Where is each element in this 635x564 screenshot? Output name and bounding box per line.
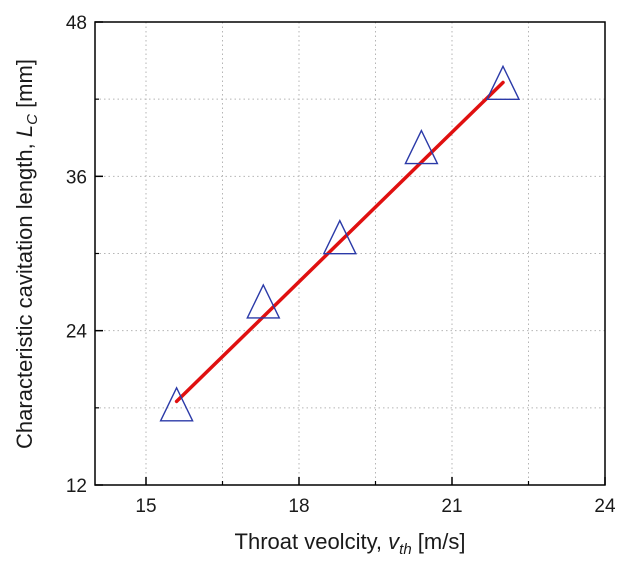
y-axis-title: Characteristic cavitation length, LC [mm…: [12, 59, 41, 449]
x-axis-title: Throat veolcity, vth [m/s]: [235, 529, 466, 558]
data-point-triangle: [404, 129, 439, 165]
x-tick-label: 21: [441, 496, 462, 517]
x-tick-labels: 15 18 21 24: [135, 496, 616, 517]
fit-line: [174, 80, 505, 404]
data-point-triangle: [246, 283, 281, 319]
y-tick-label: 36: [66, 167, 87, 188]
data-point-triangle: [322, 219, 357, 255]
y-tick-labels: 12 24 36 48: [66, 13, 88, 497]
y-tick-label: 12: [66, 476, 87, 497]
y-tick-label: 48: [66, 13, 87, 34]
data-points: [159, 64, 521, 422]
x-tick-label: 24: [594, 496, 616, 517]
x-tick-label: 15: [135, 496, 156, 517]
fit-line-layer: [174, 80, 505, 404]
axis-ticks: [95, 21, 606, 486]
data-point-triangle: [485, 64, 521, 101]
y-tick-label: 24: [66, 322, 88, 343]
data-point-triangle: [159, 386, 194, 422]
x-tick-label: 18: [288, 496, 309, 517]
grid: [95, 22, 605, 485]
